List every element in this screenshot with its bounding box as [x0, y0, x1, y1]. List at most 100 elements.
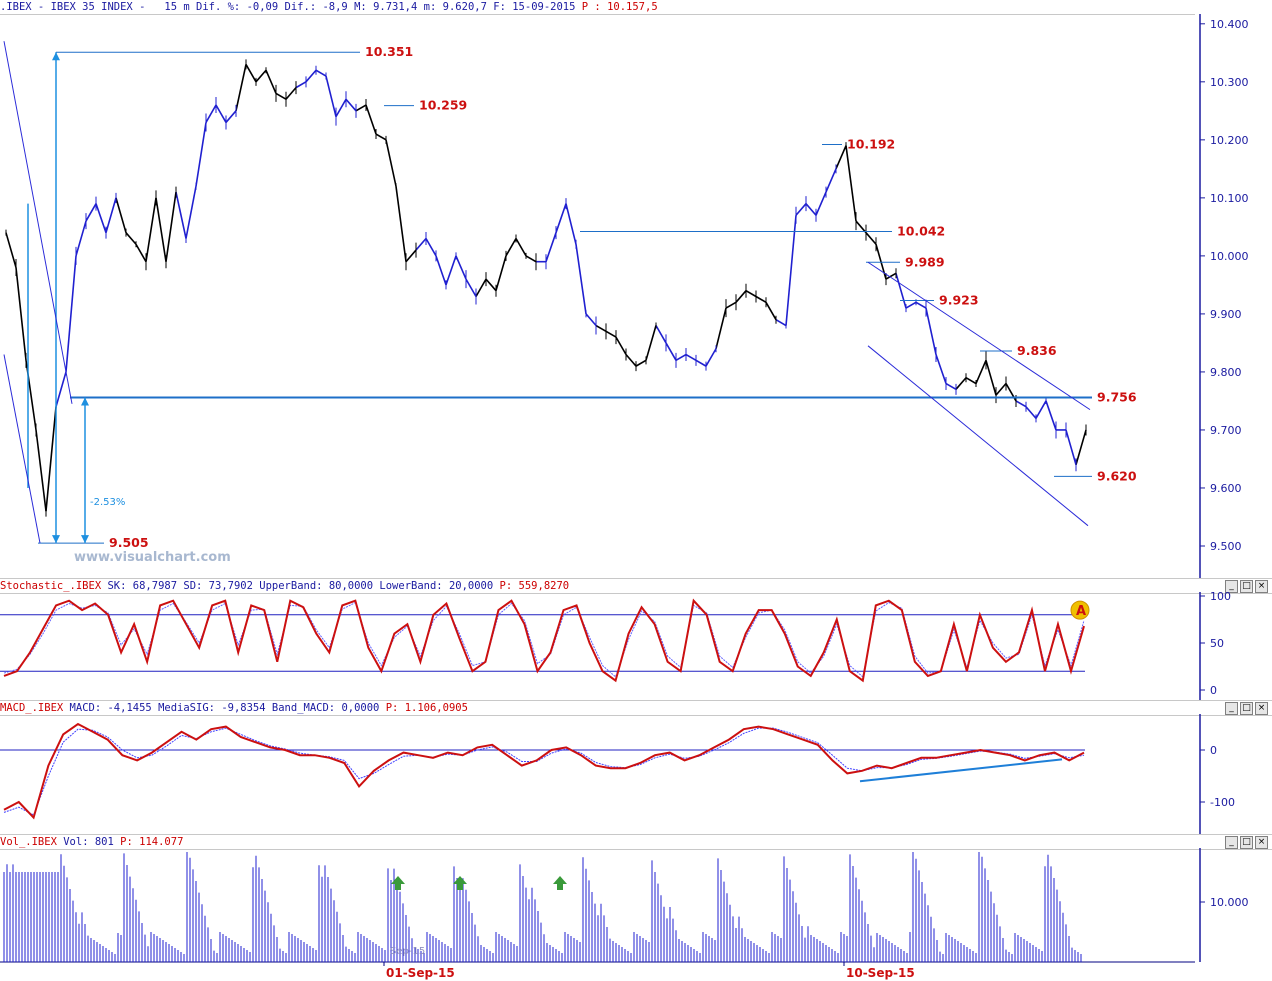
price-segment [635, 359, 647, 367]
price-segment [835, 145, 847, 170]
macd-band-label: Band_MACD: [271, 702, 336, 714]
stoch-window-buttons: _ □ × [1225, 580, 1268, 593]
price-panel-header: .IBEX - IBEX 35 INDEX - 15 m Dif. %: -0,… [0, 0, 1195, 15]
up-arrow-icon [553, 876, 567, 890]
stoch-ub-value: 80,0000 [328, 580, 374, 592]
price-segment [235, 64, 247, 112]
price-segment [725, 301, 737, 309]
dif-value: -8,9 [322, 1, 348, 13]
dif-pct-label: Dif. %: [196, 1, 241, 13]
close-icon[interactable]: × [1255, 580, 1268, 593]
stoch-lb-label: LowerBand: [379, 580, 443, 592]
price-segment [875, 244, 887, 280]
price-segment [295, 81, 307, 89]
macd-window-buttons: _ □ × [1225, 702, 1268, 715]
price-segment [735, 290, 747, 303]
price-segment [825, 168, 837, 193]
price-segment [615, 336, 627, 355]
stoch-y-tick-label: 50 [1210, 637, 1224, 650]
stoch-sk-line [3, 598, 1085, 683]
macd-chart[interactable]: 0 -100 [0, 700, 1272, 834]
up-arrow-icon [453, 876, 467, 890]
price-segment [75, 220, 87, 257]
price-segment [815, 191, 827, 216]
price-segment [905, 301, 917, 309]
price-segment [525, 255, 537, 263]
macd-divergence-line [859, 758, 1063, 783]
price-segment [1015, 400, 1027, 408]
price-segment [745, 290, 757, 298]
price-segment [865, 232, 877, 245]
price-segment [645, 325, 657, 361]
macd-name: MACD_.IBEX [0, 702, 64, 714]
price-segment [125, 232, 137, 245]
close-icon[interactable]: × [1255, 836, 1268, 849]
price-segment [225, 110, 237, 123]
price-y-tick-label: 9.600 [1210, 482, 1242, 495]
price-segment [1075, 429, 1087, 465]
faint-date-label: Sep-15 [390, 946, 425, 957]
price-segment [1035, 400, 1047, 419]
signal-marker-label: A [1076, 604, 1086, 619]
price-segment [145, 197, 157, 262]
price-y-tick-label: 10.300 [1210, 76, 1249, 89]
price-segment [605, 330, 617, 338]
price-segment [375, 133, 387, 141]
price-segment [495, 255, 507, 291]
period-label: 15 m [164, 1, 190, 13]
price-segment [115, 197, 127, 233]
maximize-icon[interactable]: □ [1240, 580, 1253, 593]
price-y-tick-label: 9.800 [1210, 366, 1242, 379]
price-segment [265, 69, 277, 94]
price-segment [435, 255, 447, 286]
x-axis-date-label: 10-Sep-15 [846, 966, 915, 980]
maximize-icon[interactable]: □ [1240, 702, 1253, 715]
price-level-label: 9.505 [109, 535, 149, 550]
price-segment [1045, 400, 1057, 431]
macd-label: MACD: [69, 702, 102, 714]
price-level-label: 9.836 [1017, 343, 1057, 358]
minimize-icon[interactable]: _ [1225, 580, 1238, 593]
volume-chart[interactable]: 10.000 Sep-15 01-Sep-15 10-Sep-15 [0, 834, 1272, 981]
min-label: m: [423, 1, 437, 13]
volume-header: Vol_.IBEX Vol: 801 P: 114.077 _ □ × [0, 834, 1272, 850]
price-segment [955, 377, 967, 390]
channel-upper-line [867, 261, 1091, 411]
price-segment [365, 104, 377, 135]
price-segment [465, 278, 477, 297]
price-segment [1065, 429, 1077, 465]
stoch-sd-line [3, 601, 1085, 678]
stochastic-chart[interactable]: 100 50 0 A [0, 578, 1272, 700]
date-label: F: [493, 1, 506, 13]
price-segment [565, 203, 577, 245]
macd-y-tick-label: -100 [1210, 796, 1235, 809]
price-y-tick-label: 10.200 [1210, 134, 1249, 147]
price-segment [305, 69, 317, 83]
price-segment [355, 104, 367, 112]
price-segment [205, 104, 217, 123]
price-segment [455, 255, 467, 280]
price-segment [715, 307, 727, 349]
price-segment [185, 186, 197, 239]
price-level-label: 10.042 [897, 224, 945, 239]
price-y-tick-label: 9.900 [1210, 308, 1242, 321]
minimize-icon[interactable]: _ [1225, 702, 1238, 715]
minimize-icon[interactable]: _ [1225, 836, 1238, 849]
price-segment [585, 313, 597, 327]
macd-signal-line [3, 727, 1085, 816]
close-icon[interactable]: × [1255, 702, 1268, 715]
watermark: www.visualchart.com [74, 550, 231, 565]
price-y-tick-label: 10.100 [1210, 192, 1249, 205]
price-level-label: 10.351 [365, 44, 413, 59]
price-y-tick-label: 9.700 [1210, 424, 1242, 437]
price-level-label: 9.989 [905, 254, 945, 269]
stoch-y-tick-label: 100 [1210, 590, 1231, 603]
vol-y-tick-label: 10.000 [1210, 896, 1249, 909]
price-segment [405, 249, 417, 263]
price-chart[interactable]: 10.400 10.300 10.200 10.100 10.000 9.900 9.800… [0, 0, 1272, 578]
dif-pct-value: -0,09 [246, 1, 279, 13]
max-label: M: [354, 1, 367, 13]
maximize-icon[interactable]: □ [1240, 836, 1253, 849]
price-segment [105, 197, 117, 233]
stoch-y-tick-label: 0 [1210, 684, 1217, 697]
